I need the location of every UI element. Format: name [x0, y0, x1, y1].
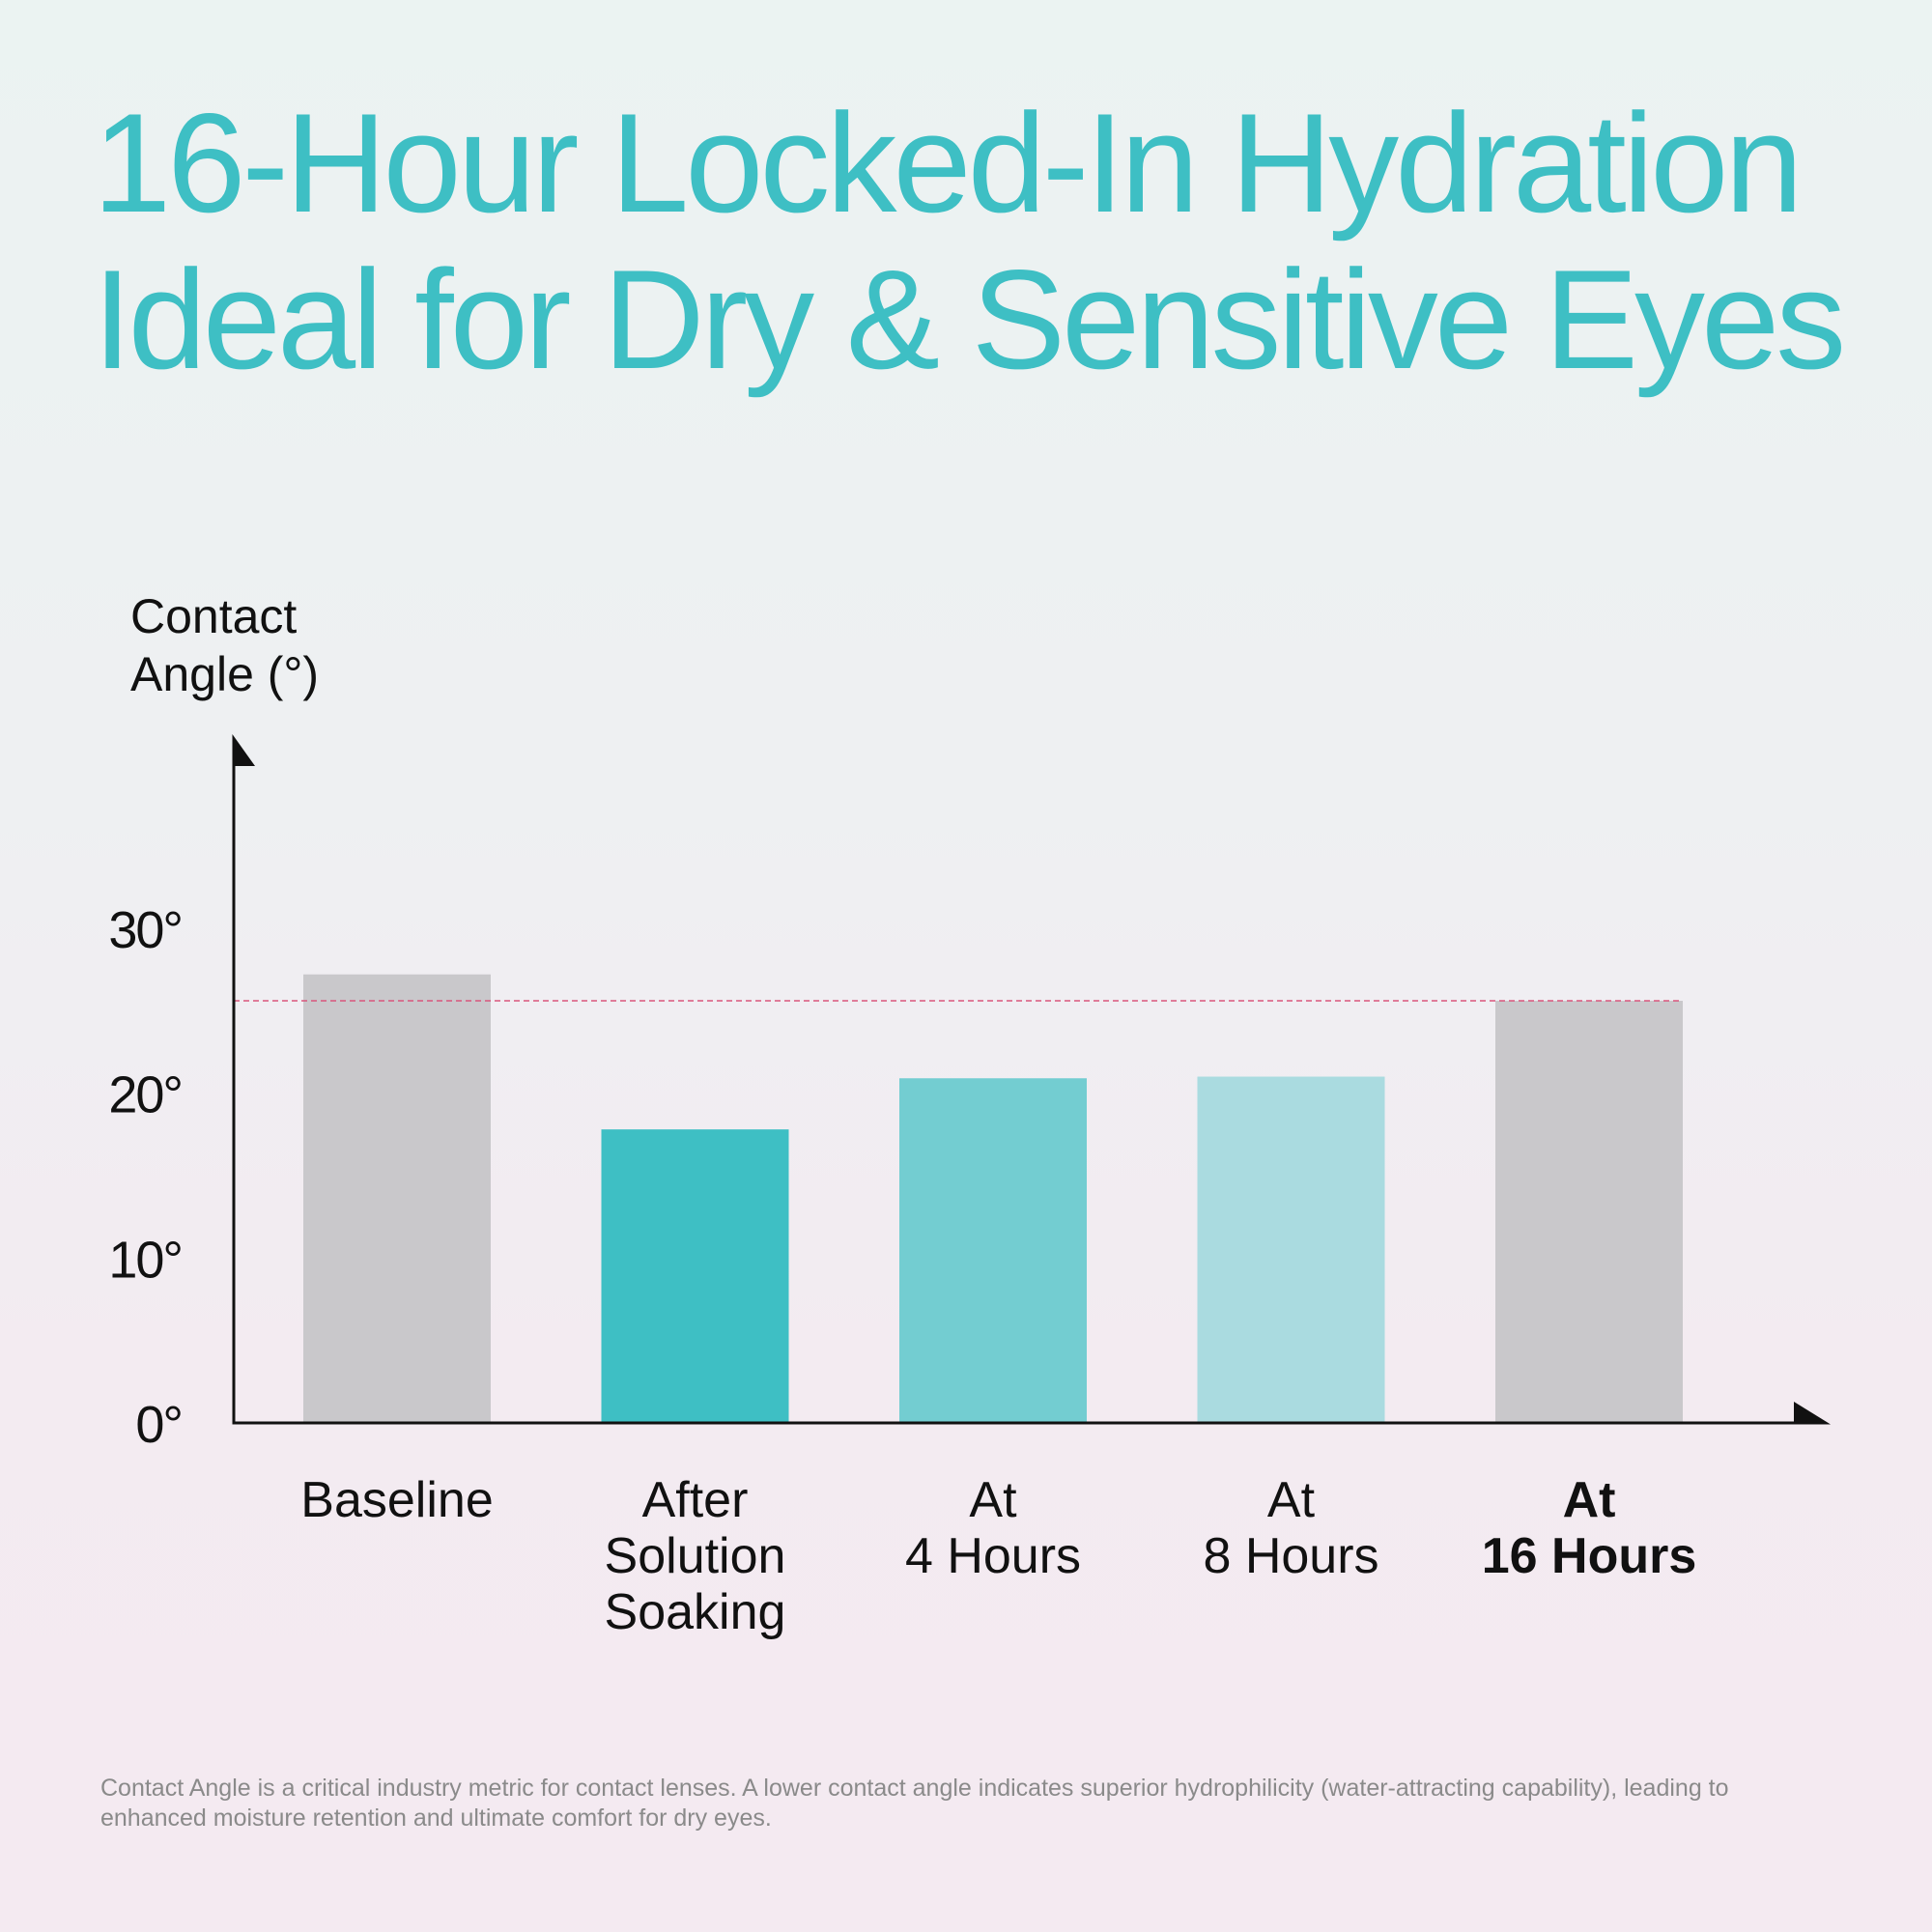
x-tick-label: Solution: [605, 1528, 786, 1584]
x-tick-label: At: [1267, 1472, 1316, 1528]
y-axis-title-line: Contact: [130, 589, 297, 643]
bar: [601, 1129, 789, 1423]
bar: [1495, 1001, 1683, 1423]
bar: [1197, 1076, 1385, 1423]
headline-line-1: 16-Hour Locked-In Hydration: [93, 84, 1804, 242]
x-tick-label: 16 Hours: [1482, 1528, 1697, 1584]
y-tick-label: 0°: [135, 1396, 182, 1454]
headline-line-2: Ideal for Dry & Sensitive Eyes: [93, 241, 1846, 398]
headline: 16-Hour Locked-In Hydration Ideal for Dr…: [93, 84, 1846, 398]
bar: [303, 974, 491, 1423]
y-axis-title-line: Angle (°): [130, 647, 319, 701]
x-tick-label: At: [969, 1472, 1017, 1528]
y-tick-label: 20°: [108, 1066, 182, 1124]
y-tick-label: 10°: [108, 1231, 182, 1289]
footnote: Contact Angle is a critical industry met…: [100, 1775, 1729, 1832]
x-tick-label: Baseline: [300, 1472, 493, 1528]
x-tick-label: At: [1563, 1472, 1616, 1528]
x-tick-label: 8 Hours: [1203, 1528, 1378, 1584]
x-axis-arrowhead: [1794, 1402, 1831, 1425]
x-tick-label: Soaking: [605, 1584, 786, 1640]
x-tick-label: After: [642, 1472, 749, 1528]
y-tick-label: 30°: [108, 901, 182, 959]
axes: [232, 734, 1831, 1425]
bars: [303, 974, 1683, 1423]
bar: [899, 1078, 1087, 1423]
x-tick-label: 4 Hours: [905, 1528, 1081, 1584]
y-axis-arrowhead: [232, 734, 255, 766]
y-tick-labels: 0° 10° 20° 30°: [108, 901, 184, 1454]
